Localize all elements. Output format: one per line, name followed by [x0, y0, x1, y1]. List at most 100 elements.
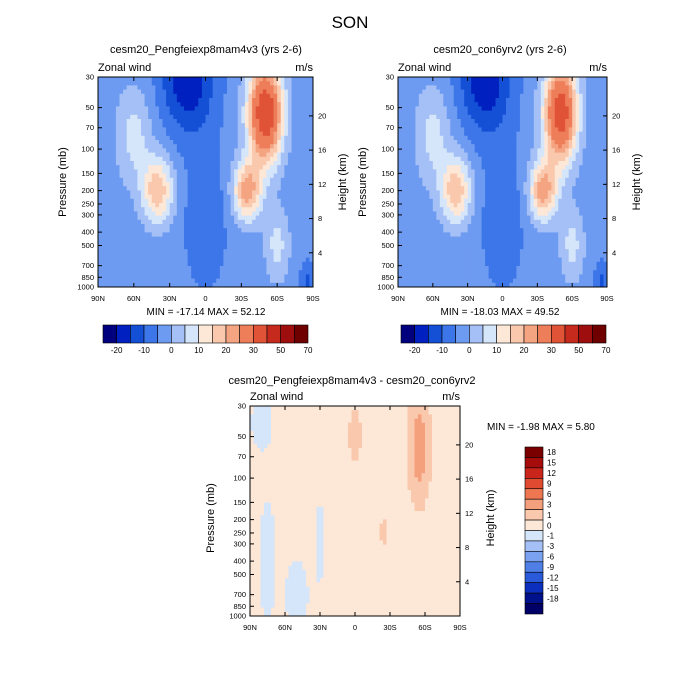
contour-cell — [270, 177, 274, 183]
contour-cell — [230, 219, 235, 225]
contour-cell — [457, 81, 462, 86]
contour-cell — [262, 165, 267, 170]
contour-cell — [201, 102, 206, 107]
contour-cell — [230, 77, 235, 82]
contour-cell — [144, 245, 149, 250]
contour-cell — [180, 98, 185, 103]
contour-cell — [530, 89, 535, 95]
contour-cell — [244, 274, 249, 279]
contour-cell — [291, 240, 296, 246]
contour-cell — [485, 173, 489, 179]
contour-cell — [151, 85, 156, 90]
contour-cell — [126, 85, 131, 90]
contour-cell — [266, 144, 271, 149]
contour-cell — [266, 257, 271, 263]
contour-cell — [169, 93, 174, 99]
contour-cell — [464, 165, 469, 170]
contour-cell — [173, 245, 178, 250]
contour-cell — [270, 127, 274, 132]
contour-cell — [512, 102, 517, 107]
contour-cell — [505, 140, 510, 145]
contour-cell — [537, 186, 542, 191]
contour-cell — [191, 148, 196, 153]
contour-cell — [415, 144, 420, 149]
contour-cell — [169, 127, 174, 132]
contour-cell — [471, 77, 476, 82]
contour-cell — [467, 81, 472, 86]
contour-cell — [309, 245, 314, 250]
contour-cell — [252, 278, 257, 284]
contour-cell — [198, 198, 203, 204]
contour-cell — [151, 253, 156, 258]
contour-cell — [544, 190, 549, 195]
contour-cell — [558, 144, 563, 149]
contour-cell — [166, 144, 171, 149]
contour-cell — [287, 240, 292, 246]
contour-cell — [404, 119, 409, 124]
contour-cell — [259, 198, 264, 204]
contour-cell — [404, 165, 409, 170]
contour-cell — [425, 131, 430, 137]
contour-cell — [173, 266, 178, 271]
contour-cell — [108, 266, 113, 271]
contour-cell — [305, 249, 310, 254]
contour-cell — [112, 232, 117, 237]
contour-cell — [593, 182, 597, 187]
contour-cell — [230, 89, 235, 95]
contour-cell — [432, 89, 437, 95]
contour-cell — [411, 161, 416, 166]
contour-cell — [474, 152, 479, 158]
contour-cell — [593, 81, 597, 86]
contour-cell — [123, 81, 128, 86]
contour-cell — [98, 245, 102, 250]
contour-cell — [540, 165, 545, 170]
contour-cell — [418, 161, 423, 166]
contour-cell — [519, 173, 524, 179]
contour-cell — [212, 228, 217, 233]
contour-cell — [499, 77, 503, 82]
contour-cell — [579, 198, 584, 204]
contour-cell — [298, 253, 303, 258]
contour-cell — [467, 110, 472, 116]
contour-cell — [495, 156, 500, 162]
contour-cell — [418, 211, 423, 216]
contour-cell — [108, 190, 113, 195]
contour-cell — [398, 114, 402, 120]
contour-cell — [209, 135, 214, 141]
contour-cell — [579, 131, 584, 137]
contour-cell — [133, 106, 138, 111]
contour-cell — [105, 77, 110, 82]
contour-cell — [194, 232, 199, 237]
contour-cell — [603, 194, 608, 200]
contour-cell — [537, 98, 542, 103]
contour-cell — [194, 114, 199, 120]
contour-cell — [130, 98, 135, 103]
contour-cell — [309, 224, 314, 229]
contour-cell — [205, 114, 210, 120]
contour-cell — [523, 93, 528, 99]
contour-cell — [137, 232, 142, 237]
contour-cell — [130, 228, 135, 233]
contour-cell — [227, 110, 231, 116]
contour-cell — [176, 114, 181, 120]
contour-cell — [155, 173, 160, 179]
contour-cell — [495, 106, 500, 111]
contour-cell — [401, 152, 406, 158]
contour-cell — [551, 173, 556, 179]
contour-cell — [415, 169, 420, 174]
contour-cell — [133, 211, 138, 216]
contour-cell — [284, 207, 289, 212]
contour-cell — [205, 177, 210, 183]
contour-cell — [453, 127, 458, 132]
contour-cell — [460, 102, 465, 107]
contour-cell — [558, 131, 563, 137]
contour-cell — [305, 106, 310, 111]
contour-cell — [244, 228, 249, 233]
contour-cell — [141, 186, 145, 191]
contour-cell — [544, 207, 549, 212]
contour-cell — [474, 156, 479, 162]
contour-cell — [169, 98, 174, 103]
contour-cell — [244, 106, 249, 111]
contour-cell — [565, 169, 570, 174]
contour-cell — [467, 127, 472, 132]
